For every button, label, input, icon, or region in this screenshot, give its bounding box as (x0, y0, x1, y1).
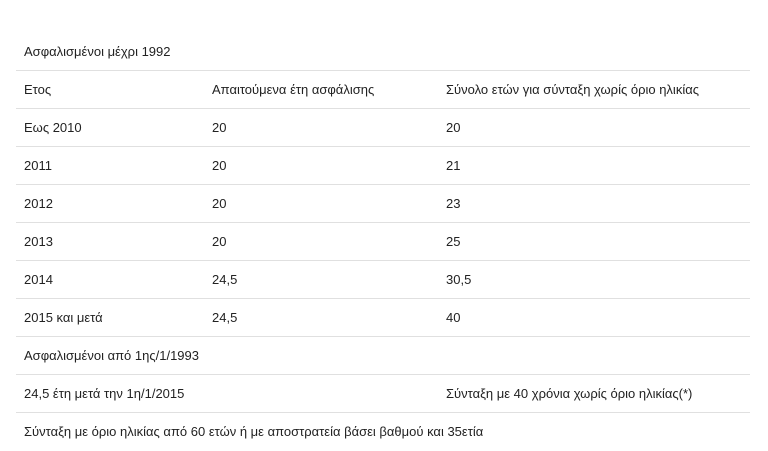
table-header-row: Ετος Απαιτούμενα έτη ασφάλισης Σύνολο ετ… (16, 71, 750, 109)
footer-note-row: Σύνταξη με όριο ηλικίας από 60 ετών ή με… (16, 413, 750, 451)
table-row: 2012 20 23 (16, 185, 750, 223)
year-cell: 2013 (24, 234, 53, 249)
year-cell: 2012 (24, 196, 53, 211)
section-title: Ασφαλισμένοι από 1ης/1/1993 (24, 348, 199, 363)
required-years-cell: 20 (212, 120, 227, 135)
after-1993-result: Σύνταξη με 40 χρόνια χωρίς όριο ηλικίας(… (446, 386, 693, 401)
footer-note: Σύνταξη με όριο ηλικίας από 60 ετών ή με… (24, 424, 484, 439)
table-row: 2015 και μετά 24,5 40 (16, 299, 750, 337)
section-title: Ασφαλισμένοι μέχρι 1992 (24, 44, 171, 59)
required-years-cell: 20 (212, 234, 227, 249)
pension-table: Ασφαλισμένοι μέχρι 1992 Ετος Απαιτούμενα… (16, 33, 750, 451)
total-years-cell: 23 (446, 196, 461, 211)
column-header-year: Ετος (24, 82, 52, 97)
column-header-total-years: Σύνολο ετών για σύνταξη χωρίς όριο ηλικί… (446, 82, 699, 97)
total-years-cell: 20 (446, 120, 461, 135)
table-row-after-1993: 24,5 έτη μετά την 1η/1/2015 Σύνταξη με 4… (16, 375, 750, 413)
year-cell: 2015 και μετά (24, 310, 103, 325)
total-years-cell: 25 (446, 234, 461, 249)
required-years-cell: 24,5 (212, 272, 238, 287)
year-cell: 2014 (24, 272, 53, 287)
table-row: 2014 24,5 30,5 (16, 261, 750, 299)
table-row: Εως 2010 20 20 (16, 109, 750, 147)
column-header-required-years: Απαιτούμενα έτη ασφάλισης (212, 82, 375, 97)
section-header-from-1993: Ασφαλισμένοι από 1ης/1/1993 (16, 337, 750, 375)
required-years-cell: 24,5 (212, 310, 238, 325)
required-years-cell: 20 (212, 196, 227, 211)
year-cell: Εως 2010 (24, 120, 82, 135)
table-row: 2013 20 25 (16, 223, 750, 261)
total-years-cell: 40 (446, 310, 461, 325)
after-1993-condition: 24,5 έτη μετά την 1η/1/2015 (24, 386, 185, 401)
total-years-cell: 30,5 (446, 272, 472, 287)
total-years-cell: 21 (446, 158, 461, 173)
required-years-cell: 20 (212, 158, 227, 173)
table-row: 2011 20 21 (16, 147, 750, 185)
section-header-until-1992: Ασφαλισμένοι μέχρι 1992 (16, 33, 750, 71)
year-cell: 2011 (24, 158, 52, 173)
